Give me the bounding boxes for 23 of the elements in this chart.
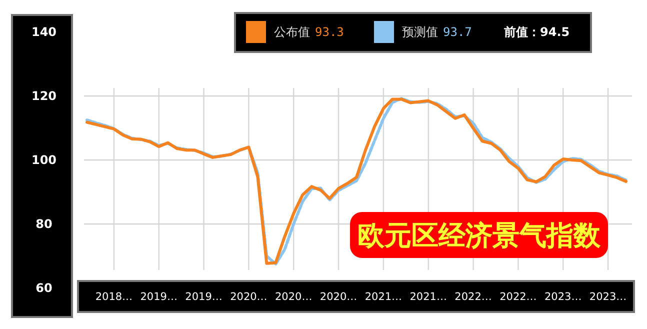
annotation: 93.7 [443,25,472,39]
y-tick-label: 100 [31,153,57,167]
annotation: 前值：94.5 [503,25,570,39]
x-tick-label: 2020… [230,291,268,303]
x-tick-label: 2019… [185,291,222,303]
x-tick-label: 2022… [454,291,492,303]
y-tick-label: 140 [31,25,57,39]
legend-label: 公布值 [274,25,310,39]
y-tick-label: 120 [31,89,57,103]
y-tick-label: 60 [36,281,52,295]
annotation: 93.3 [315,25,344,39]
x-tick-label: 2023… [544,291,582,303]
x-tick-label: 2019… [140,291,178,303]
legend-label: 预测值 [402,25,438,39]
x-tick-label: 2020… [320,291,358,303]
x-tick-label: 2022… [500,291,537,303]
x-tick-label: 2023… [589,291,627,303]
x-tick-label: 2021… [410,291,447,303]
text: 欧元区经济景气指数 [358,220,602,252]
x-tick-label: 2020… [275,291,312,303]
x-tick-label: 2018… [95,291,133,303]
x-tick-label: 2021… [364,291,402,303]
y-tick-label: 80 [36,217,52,231]
